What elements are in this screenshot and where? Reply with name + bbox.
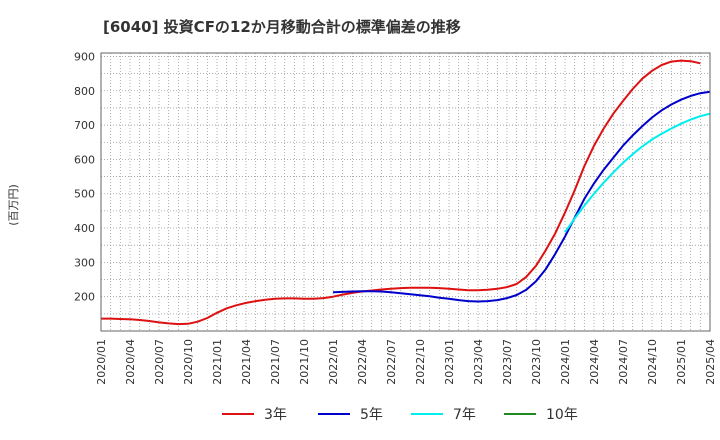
x-tick-label: 2024/01: [559, 339, 572, 385]
x-tick-label: 2021/01: [211, 339, 224, 385]
x-tick-label: 2025/01: [675, 339, 688, 385]
x-tick-label: 2024/07: [617, 339, 630, 385]
x-tick-label: 2022/10: [414, 339, 427, 385]
series-line-7年: [564, 112, 711, 233]
x-tick-label: 2021/04: [240, 339, 253, 385]
x-tick-label: 2021/10: [298, 339, 311, 385]
x-tick-label: 2020/04: [124, 339, 137, 385]
series-lines: [101, 59, 711, 326]
plot-frame: [100, 52, 711, 332]
x-tick-label: 2020/10: [182, 339, 195, 385]
x-tick-label: 2023/01: [443, 339, 456, 385]
grid: [101, 53, 710, 331]
x-tick-label: 2020/01: [95, 339, 108, 385]
x-tick-label: 2023/04: [472, 339, 485, 385]
y-tick-label: 900: [74, 50, 95, 63]
x-tick-label: 2022/04: [356, 339, 369, 385]
x-tick-label: 2024/10: [646, 339, 659, 385]
x-tick-label: 2020/07: [153, 339, 166, 385]
y-tick-label: 300: [74, 256, 95, 269]
legend-label: 3年: [264, 407, 287, 423]
y-tick-label: 700: [74, 119, 95, 132]
y-tick-label: 500: [74, 188, 95, 201]
y-tick-label: 400: [74, 222, 95, 235]
x-tick-label: 2024/04: [588, 339, 601, 385]
y-tick-label: 200: [74, 291, 95, 304]
x-tick-labels: 2020/01 2020/04 2020/07 2020/10 2021/01 2021/…: [95, 339, 717, 385]
y-tick-label: 800: [74, 85, 95, 98]
x-tick-label: 2023/07: [501, 339, 514, 385]
x-tick-label: 2022/01: [327, 339, 340, 385]
x-tick-label: 2023/10: [530, 339, 543, 385]
x-tick-label: 2022/07: [385, 339, 398, 385]
series-line-3年: [101, 59, 701, 326]
legend-label: 10年: [546, 407, 578, 423]
y-axis-label: (百万円): [7, 184, 20, 226]
legend: 3年 5年 7年 10年: [222, 407, 578, 423]
series-line-5年: [332, 90, 711, 303]
legend-label: 7年: [453, 407, 476, 423]
y-tick-label: 600: [74, 153, 95, 166]
x-tick-label: 2021/07: [269, 339, 282, 385]
x-tick-label: 2025/04: [704, 339, 717, 385]
chart-title: [6040] 投資CFの12か月移動合計の標準偏差の推移: [103, 18, 461, 36]
y-tick-labels: 200 300 400 500 600 700 800 900: [74, 50, 95, 303]
legend-label: 5年: [360, 407, 383, 423]
